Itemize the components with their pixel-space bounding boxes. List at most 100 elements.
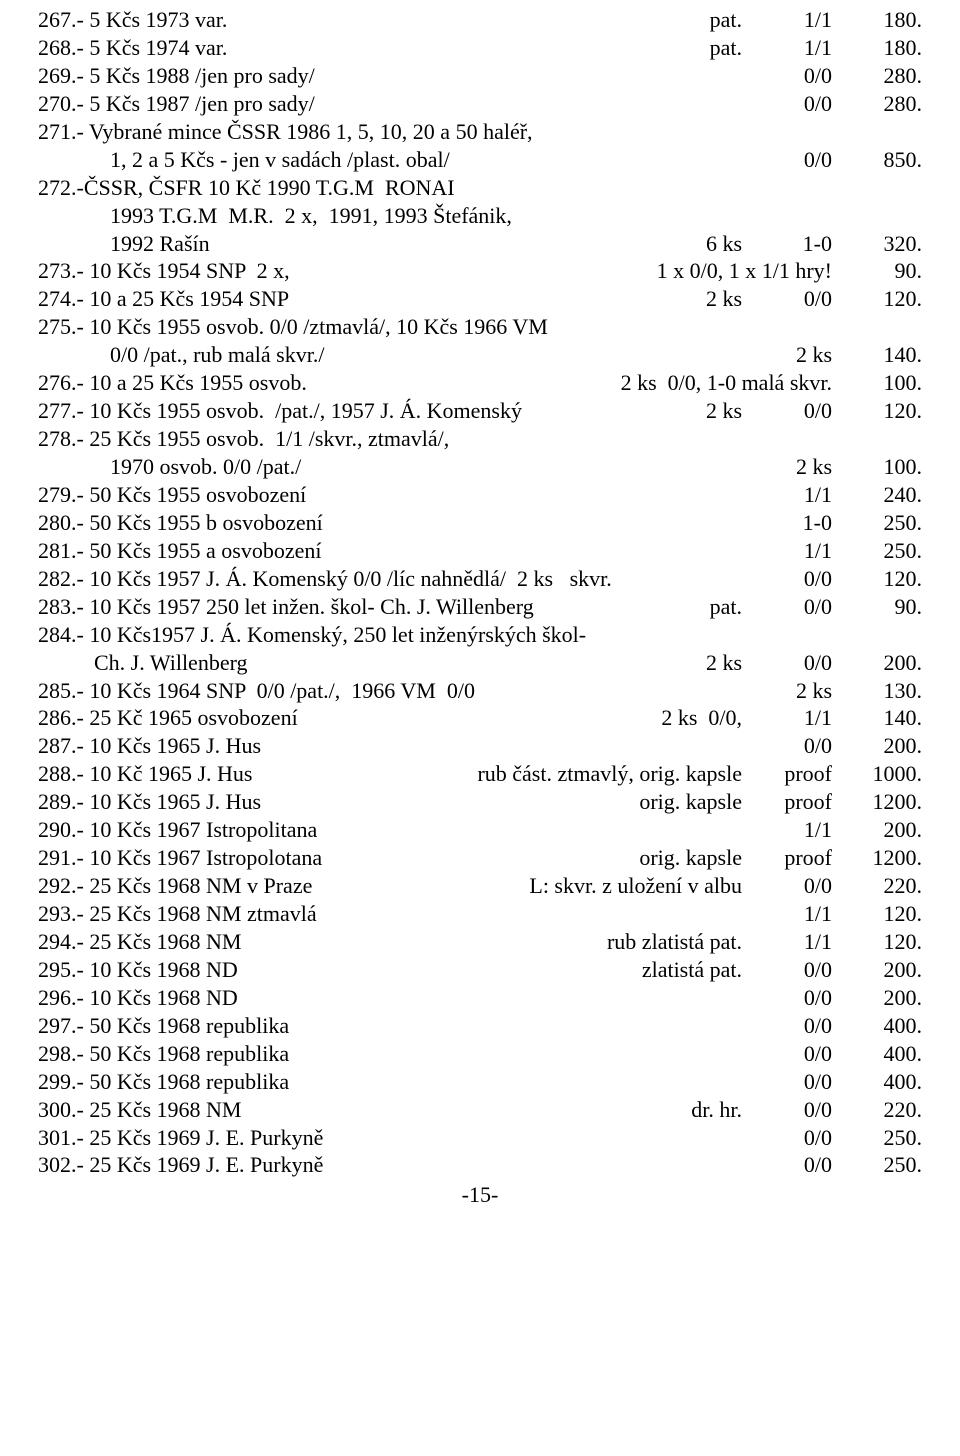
lot-grade: 0/0 [742,732,832,760]
catalog-row: 270.- 5 Kčs 1987 /jen pro sady/0/0280. [38,90,922,118]
lot-note: 6 ks [210,230,742,258]
lot-grade: 0/0 [742,565,832,593]
catalog-row: 292.- 25 Kčs 1968 NM v PrazeL: skvr. z u… [38,872,922,900]
lot-grade: proof [742,788,832,816]
lot-grade: 1/1 [742,6,832,34]
lot-grade: 1/1 [742,928,832,956]
lot-description: 276.- 10 a 25 Kčs 1955 osvob. [38,369,307,397]
lot-grade: 0/0 [742,90,832,118]
lot-description: 271.- Vybrané mince ČSSR 1986 1, 5, 10, … [38,118,533,146]
catalog-row: 1, 2 a 5 Kčs - jen v sadách /plast. obal… [38,146,922,174]
page-number: -15- [38,1181,922,1209]
lot-price: 200. [832,649,922,677]
catalog-row: 273.- 10 Kčs 1954 SNP 2 x,1 x 0/0, 1 x 1… [38,257,922,285]
catalog-row: 267.- 5 Kčs 1973 var.pat.1/1180. [38,6,922,34]
catalog-row: 1970 osvob. 0/0 /pat./2 ks100. [38,453,922,481]
lot-grade: proof [742,760,832,788]
lot-description: 1970 osvob. 0/0 /pat./ [38,453,301,481]
lot-price: 280. [832,62,922,90]
lot-grade: 1/1 [742,816,832,844]
lot-price: 90. [832,593,922,621]
catalog-row: 277.- 10 Kčs 1955 osvob. /pat./, 1957 J.… [38,397,922,425]
lot-description: 298.- 50 Kčs 1968 republika [38,1040,289,1068]
lot-grade: 2 ks [742,453,832,481]
lot-note: zlatistá pat. [238,956,742,984]
lot-grade: 1-0 [742,509,832,537]
lot-note: orig. kapsle [322,844,742,872]
lot-note: pat. [534,593,742,621]
catalog-row: 289.- 10 Kčs 1965 J. Husorig. kapsleproo… [38,788,922,816]
lot-description: 290.- 10 Kčs 1967 Istropolitana [38,816,317,844]
lot-description: 301.- 25 Kčs 1969 J. E. Purkyně [38,1124,323,1152]
lot-price: 400. [832,1012,922,1040]
lot-grade: 1/1 [742,34,832,62]
lot-note: 2 ks [522,397,742,425]
lot-price: 120. [832,565,922,593]
catalog-row: 269.- 5 Kčs 1988 /jen pro sady/0/0280. [38,62,922,90]
lot-grade: 0/0 [742,1096,832,1124]
lot-note: L: skvr. z uložení v albu [312,872,742,900]
lot-note: 1 x 0/0, 1 x 1/1 hry! [290,257,832,285]
lot-description: 299.- 50 Kčs 1968 republika [38,1068,289,1096]
catalog-row: 300.- 25 Kčs 1968 NMdr. hr.0/0220. [38,1096,922,1124]
lot-price: 250. [832,509,922,537]
lot-grade: 0/0 [742,1068,832,1096]
lot-description: 288.- 10 Kč 1965 J. Hus [38,760,253,788]
lot-price: 220. [832,872,922,900]
catalog-row: 284.- 10 Kčs1957 J. Á. Komenský, 250 let… [38,621,922,649]
lot-description: 285.- 10 Kčs 1964 SNP 0/0 /pat./, 1966 V… [38,677,475,705]
lot-price: 130. [832,677,922,705]
lot-note: pat. [227,34,742,62]
lot-description: 283.- 10 Kčs 1957 250 let inžen. škol- C… [38,593,534,621]
lot-grade: 1-0 [742,230,832,258]
lot-note: 2 ks 0/0, 1-0 malá skvr. [307,369,832,397]
catalog-row: 1992 Rašín6 ks1-0320. [38,230,922,258]
lot-description: 0/0 /pat., rub malá skvr./ [38,341,324,369]
lot-description: 300.- 25 Kčs 1968 NM [38,1096,242,1124]
catalog-row: 272.-ČSSR, ČSFR 10 Kč 1990 T.G.M RONAI [38,174,922,202]
lot-description: 274.- 10 a 25 Kčs 1954 SNP [38,285,289,313]
catalog-row: 299.- 50 Kčs 1968 republika 0/0400. [38,1068,922,1096]
lot-price: 400. [832,1040,922,1068]
lot-price: 200. [832,956,922,984]
lot-description: 1993 T.G.M M.R. 2 x, 1991, 1993 Štefánik… [38,202,512,230]
lot-description: 284.- 10 Kčs1957 J. Á. Komenský, 250 let… [38,621,586,649]
lot-description: 282.- 10 Kčs 1957 J. Á. Komenský 0/0 /lí… [38,565,612,593]
lot-price: 120. [832,397,922,425]
catalog-row: 293.- 25 Kčs 1968 NM ztmavlá1/1120. [38,900,922,928]
lot-description: 270.- 5 Kčs 1987 /jen pro sady/ [38,90,315,118]
lot-description: 281.- 50 Kčs 1955 a osvobození [38,537,322,565]
lot-description: 267.- 5 Kčs 1973 var. [38,6,227,34]
lot-grade: proof [742,844,832,872]
catalog-row: 290.- 10 Kčs 1967 Istropolitana1/1200. [38,816,922,844]
lot-note: orig. kapsle [261,788,742,816]
catalog-row: 288.- 10 Kč 1965 J. Husrub část. ztmavlý… [38,760,922,788]
catalog-row: 278.- 25 Kčs 1955 osvob. 1/1 /skvr., ztm… [38,425,922,453]
catalog-row: 301.- 25 Kčs 1969 J. E. Purkyně0/0250. [38,1124,922,1152]
lot-grade: 0/0 [742,146,832,174]
lot-description: 272.-ČSSR, ČSFR 10 Kč 1990 T.G.M RONAI [38,174,455,202]
lot-note: 2 ks 0/0, [298,704,742,732]
catalog-row: 295.- 10 Kčs 1968 NDzlatistá pat.0/0200. [38,956,922,984]
lot-price: 250. [832,537,922,565]
lot-description: 278.- 25 Kčs 1955 osvob. 1/1 /skvr., ztm… [38,425,449,453]
lot-description: 289.- 10 Kčs 1965 J. Hus [38,788,261,816]
lot-description: 273.- 10 Kčs 1954 SNP 2 x, [38,257,290,285]
lot-grade: 0/0 [742,956,832,984]
catalog-row: 279.- 50 Kčs 1955 osvobození1/1240. [38,481,922,509]
lot-description: 294.- 25 Kčs 1968 NM [38,928,242,956]
lot-note: pat. [227,6,742,34]
lot-description: 302.- 25 Kčs 1969 J. E. Purkyně [38,1151,323,1179]
lot-grade: 0/0 [742,872,832,900]
lot-price: 400. [832,1068,922,1096]
lot-grade: 0/0 [742,649,832,677]
lot-grade: 0/0 [742,62,832,90]
catalog-row: 276.- 10 a 25 Kčs 1955 osvob.2 ks 0/0, 1… [38,369,922,397]
catalog-row: 268.- 5 Kčs 1974 var.pat.1/1180. [38,34,922,62]
lot-note: 2 ks [475,677,832,705]
lot-price: 850. [832,146,922,174]
lot-description: 286.- 25 Kč 1965 osvobození [38,704,298,732]
lot-price: 1200. [832,788,922,816]
catalog-row: 294.- 25 Kčs 1968 NMrub zlatistá pat.1/1… [38,928,922,956]
lot-price: 120. [832,285,922,313]
